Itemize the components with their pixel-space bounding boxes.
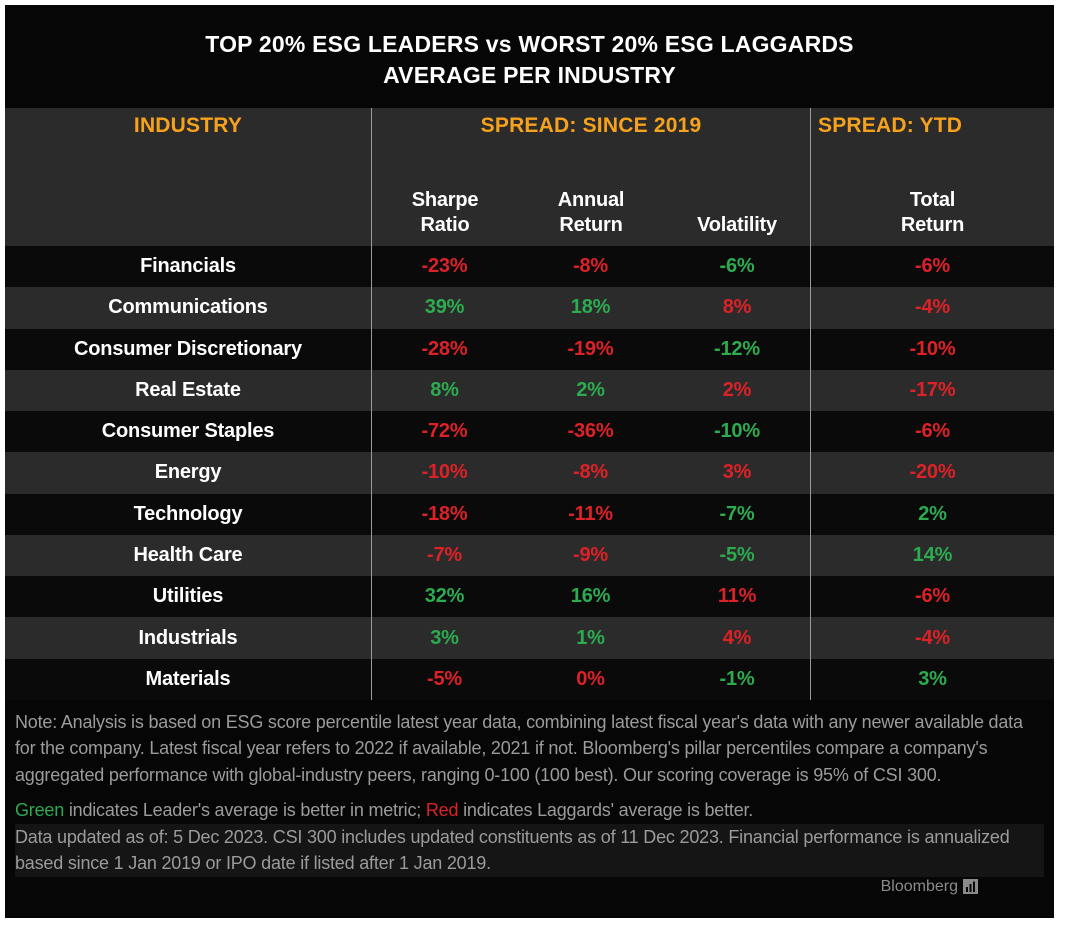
total-return-cell: -6% xyxy=(810,246,1054,288)
table-body: Financials -23% -8% -6% -6% Communicatio… xyxy=(5,246,1054,700)
table-row: Utilities 32% 16% 11% -6% xyxy=(5,576,1054,618)
table-row: Materials -5% 0% -1% 3% xyxy=(5,658,1054,700)
total-return-cell: -10% xyxy=(810,328,1054,370)
volatility-cell: 8% xyxy=(722,296,752,319)
footnotes: Note: Analysis is based on ESG score per… xyxy=(5,700,1054,896)
total-return-cell: -17% xyxy=(810,369,1054,412)
spread-since-2019-label: SPREAD: SINCE 2019 xyxy=(480,114,702,137)
total-return-cell: 14% xyxy=(810,534,1054,577)
column-header-total-return: Total Return xyxy=(900,189,965,236)
bloomberg-chart-icon xyxy=(963,879,978,895)
table-row: Health Care -7% -9% -5% 14% xyxy=(5,534,1054,577)
annual-return-cell: 2% xyxy=(576,378,605,401)
header-ytd-group: SPREAD: YTD Total Return xyxy=(810,108,1054,246)
total-return-cell: 3% xyxy=(810,658,1054,700)
sharpe-ratio-cell: -28% xyxy=(371,328,517,370)
table-header: INDUSTRY SPREAD: SINCE 2019 Sharpe Ratio… xyxy=(5,108,1054,246)
legend-green-text: indicates Leader's average is better in … xyxy=(64,800,426,821)
industry-cell: Communications xyxy=(108,296,268,319)
table-row: Communications 39% 18% 8% -4% xyxy=(5,287,1054,329)
total-return-cell: -6% xyxy=(810,411,1054,453)
sharpe-ratio-cell: -10% xyxy=(371,452,517,494)
annual-return-cell: 0% xyxy=(576,667,605,690)
methodology-note: Note: Analysis is based on ESG score per… xyxy=(15,711,1023,785)
industry-cell: Real Estate xyxy=(135,378,241,401)
annual-return-cell: -36% xyxy=(567,420,614,443)
volatility-cell: -10% xyxy=(714,420,760,443)
industry-cell: Consumer Staples xyxy=(101,420,275,443)
column-header-annual-return: Annual Return xyxy=(557,189,625,236)
volatility-cell: -7% xyxy=(719,502,755,525)
industry-cell: Energy xyxy=(154,461,222,484)
annual-return-cell: -19% xyxy=(567,337,614,360)
sharpe-ratio-cell: 3% xyxy=(371,617,517,659)
industry-cell: Industrials xyxy=(138,626,238,649)
volatility-cell: -6% xyxy=(719,255,755,278)
volatility-cell: 4% xyxy=(722,626,752,649)
table-row: Real Estate 8% 2% 2% -17% xyxy=(5,369,1054,412)
column-header-sharpe-ratio: Sharpe Ratio xyxy=(411,189,479,236)
color-legend-note: Green indicates Leader's average is bett… xyxy=(15,797,1044,824)
data-updated-note: Data updated as of: 5 Dec 2023. CSI 300 … xyxy=(15,823,1044,877)
industry-header-label: INDUSTRY xyxy=(133,114,243,137)
volatility-cell: -5% xyxy=(719,543,755,566)
sharpe-ratio-cell: -23% xyxy=(371,246,517,288)
sharpe-ratio-cell: -5% xyxy=(371,658,517,700)
annual-return-cell: -9% xyxy=(573,543,608,566)
page-title-line2: AVERAGE PER INDUSTRY xyxy=(383,61,676,88)
bloomberg-wordmark: Bloomberg xyxy=(880,877,958,895)
table-row: Technology -18% -11% -7% 2% xyxy=(5,493,1054,535)
volatility-cell: 2% xyxy=(722,378,752,401)
industry-cell: Consumer Discretionary xyxy=(74,337,302,360)
legend-green-word: Green xyxy=(15,800,65,821)
table-row: Industrials 3% 1% 4% -4% xyxy=(5,617,1054,659)
branding-row: Bloomberg xyxy=(15,878,1044,896)
title-block: TOP 20% ESG LEADERS vs WORST 20% ESG LAG… xyxy=(5,5,1054,108)
annual-return-cell: 18% xyxy=(570,296,611,319)
legend-red-text: indicates Laggards' average is better. xyxy=(458,800,754,821)
annual-return-cell: -11% xyxy=(568,502,613,525)
table-row: Energy -10% -8% 3% -20% xyxy=(5,452,1054,494)
industry-cell: Technology xyxy=(133,502,243,525)
legend-red-word: Red xyxy=(425,800,459,821)
sharpe-ratio-cell: 32% xyxy=(371,576,517,618)
total-return-cell: -20% xyxy=(810,452,1054,494)
total-return-cell: -4% xyxy=(810,287,1054,329)
total-return-cell: -4% xyxy=(810,617,1054,659)
esg-table-graphic: TOP 20% ESG LEADERS vs WORST 20% ESG LAG… xyxy=(5,5,1054,918)
header-since-2019-group: SPREAD: SINCE 2019 Sharpe Ratio Annual R… xyxy=(371,108,810,246)
volatility-cell: -12% xyxy=(714,337,760,360)
table-row: Financials -23% -8% -6% -6% xyxy=(5,246,1054,288)
volatility-cell: -1% xyxy=(719,667,755,690)
sharpe-ratio-cell: -72% xyxy=(371,411,517,453)
sharpe-ratio-cell: -18% xyxy=(371,493,517,535)
total-return-cell: 2% xyxy=(810,493,1054,535)
volatility-cell: 11% xyxy=(717,585,757,608)
table-row: Consumer Staples -72% -36% -10% -6% xyxy=(5,411,1054,453)
annual-return-cell: -8% xyxy=(573,255,608,278)
industry-cell: Materials xyxy=(145,667,231,690)
industry-cell: Health Care xyxy=(133,543,243,566)
sharpe-ratio-cell: 8% xyxy=(371,369,517,412)
industry-cell: Financials xyxy=(140,255,236,278)
industry-cell: Utilities xyxy=(152,585,224,608)
sharpe-ratio-cell: -7% xyxy=(371,534,517,577)
header-industry-column: INDUSTRY xyxy=(5,108,371,246)
annual-return-cell: -8% xyxy=(573,461,608,484)
page-title-line1: TOP 20% ESG LEADERS vs WORST 20% ESG LAG… xyxy=(205,30,854,57)
spread-ytd-label: SPREAD: YTD xyxy=(818,114,963,137)
annual-return-cell: 16% xyxy=(570,585,611,608)
column-header-volatility: Volatility xyxy=(697,214,777,236)
total-return-cell: -6% xyxy=(810,576,1054,618)
sharpe-ratio-cell: 39% xyxy=(371,287,517,329)
annual-return-cell: 1% xyxy=(576,626,605,649)
volatility-cell: 3% xyxy=(722,461,752,484)
table-row: Consumer Discretionary -28% -19% -12% -1… xyxy=(5,328,1054,370)
